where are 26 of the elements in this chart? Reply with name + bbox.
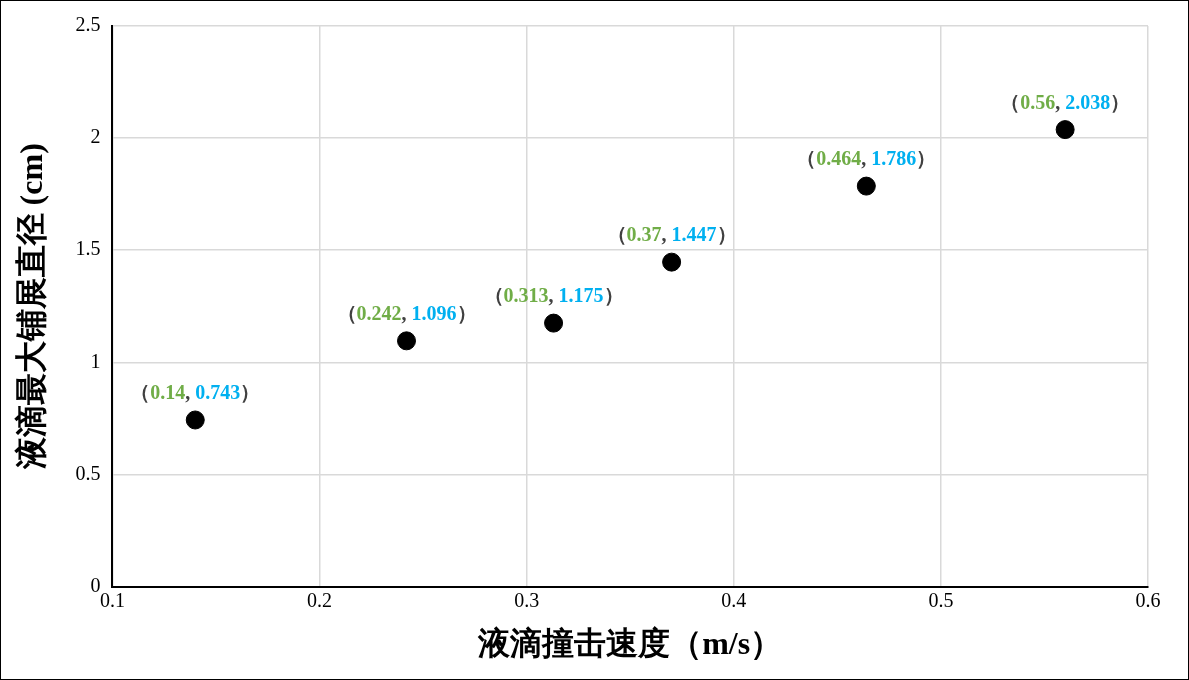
- text: （0.464, 1.786）: [796, 147, 937, 170]
- text: （0.37, 1.447）: [606, 223, 737, 246]
- y-tick-label: 2.5: [75, 13, 101, 36]
- y-tick-label: 1.5: [75, 237, 101, 260]
- point: [544, 313, 564, 333]
- text: （0.242, 1.096）: [336, 302, 477, 324]
- point: [185, 410, 205, 430]
- x-axis-title: 液滴撞击速度（m/s）: [477, 625, 783, 662]
- y-tick-label: 2: [90, 125, 101, 148]
- y-tick-label: 1: [90, 349, 101, 372]
- x-tick-label: 0.1: [99, 588, 125, 611]
- y-axis-title: 液滴最大铺展直径 (cm): [13, 143, 50, 471]
- point: [662, 252, 682, 272]
- x-tick-label: 0.4: [721, 588, 747, 611]
- text: （0.14, 0.743）: [130, 381, 261, 404]
- point: [1055, 120, 1075, 140]
- x-tick-label: 0.2: [307, 588, 333, 611]
- text: （0.313, 1.175）: [483, 284, 624, 307]
- text: （0.56, 2.038）: [1000, 90, 1131, 113]
- point: [856, 176, 876, 196]
- x-tick-label: 0.5: [928, 588, 954, 611]
- x-tick-label: 0.6: [1135, 588, 1161, 611]
- point: [397, 331, 417, 351]
- y-tick-label: 0: [90, 573, 101, 596]
- y-tick-label: 0.5: [75, 461, 101, 484]
- x-tick-label: 0.3: [514, 588, 540, 611]
